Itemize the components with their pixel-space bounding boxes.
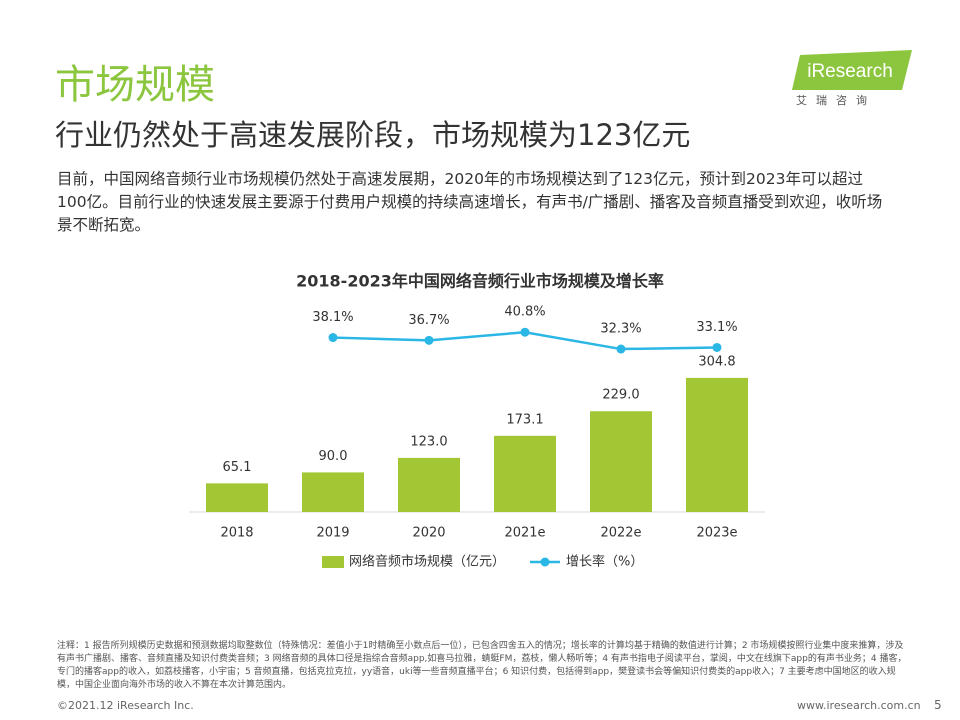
legend-swatch: [322, 556, 344, 568]
title: 市场规模: [55, 62, 215, 108]
point: [712, 342, 722, 352]
copyright: ©2021.12 iResearch Inc.: [57, 699, 194, 712]
logo-badge: [792, 50, 912, 90]
point: [424, 335, 434, 345]
bar: [302, 472, 364, 512]
point: [520, 327, 530, 337]
legend-label: 网络音频市场规模（亿元）: [349, 554, 505, 570]
x-tick-label: 2023e: [696, 526, 737, 541]
legend-label: 增长率（%）: [566, 554, 643, 570]
url: www.iresearch.com.cn: [797, 699, 921, 712]
page-number: 5: [934, 698, 942, 712]
bar: [494, 435, 556, 512]
legend-point: [540, 557, 550, 567]
logo: iResearch: [807, 61, 893, 82]
chart-title: 2018-2023年中国网络音频行业市场规模及增长率: [296, 272, 664, 291]
data-label: 36.7%: [408, 313, 449, 328]
bar: [590, 411, 652, 512]
subtitle: 行业仍然处于高速发展阶段，市场规模为123亿元: [55, 118, 691, 152]
data-label: 33.1%: [696, 320, 737, 335]
x-tick-label: 2021e: [504, 526, 545, 541]
data-label: 90.0: [319, 449, 348, 464]
bar: [206, 483, 268, 512]
bar: [686, 377, 748, 512]
data-label: 40.8%: [504, 305, 545, 320]
point: [328, 333, 338, 343]
data-label: 38.1%: [312, 310, 353, 325]
body-text: 目前，中国网络音频行业市场规模仍然处于高速发展期，2020年的市场规模达到了12…: [57, 170, 883, 234]
data-label: 304.8: [698, 354, 735, 369]
logo-cn: 艾瑞咨询: [796, 94, 876, 107]
data-label: 229.0: [602, 388, 639, 403]
bar: [398, 457, 460, 512]
x-tick-label: 2019: [316, 526, 349, 541]
footnote: 注释：1 报告所列规模历史数据和预测数据均取整数位（特殊情况：差值小于1时精确至…: [57, 641, 907, 690]
x-tick-label: 2022e: [600, 526, 641, 541]
x-tick-label: 2020: [412, 526, 445, 541]
point: [616, 344, 626, 354]
x-tick-label: 2018: [220, 526, 253, 541]
data-label: 123.0: [410, 434, 447, 449]
data-label: 65.1: [223, 460, 252, 475]
data-label: 32.3%: [600, 322, 641, 337]
data-label: 173.1: [506, 412, 543, 427]
